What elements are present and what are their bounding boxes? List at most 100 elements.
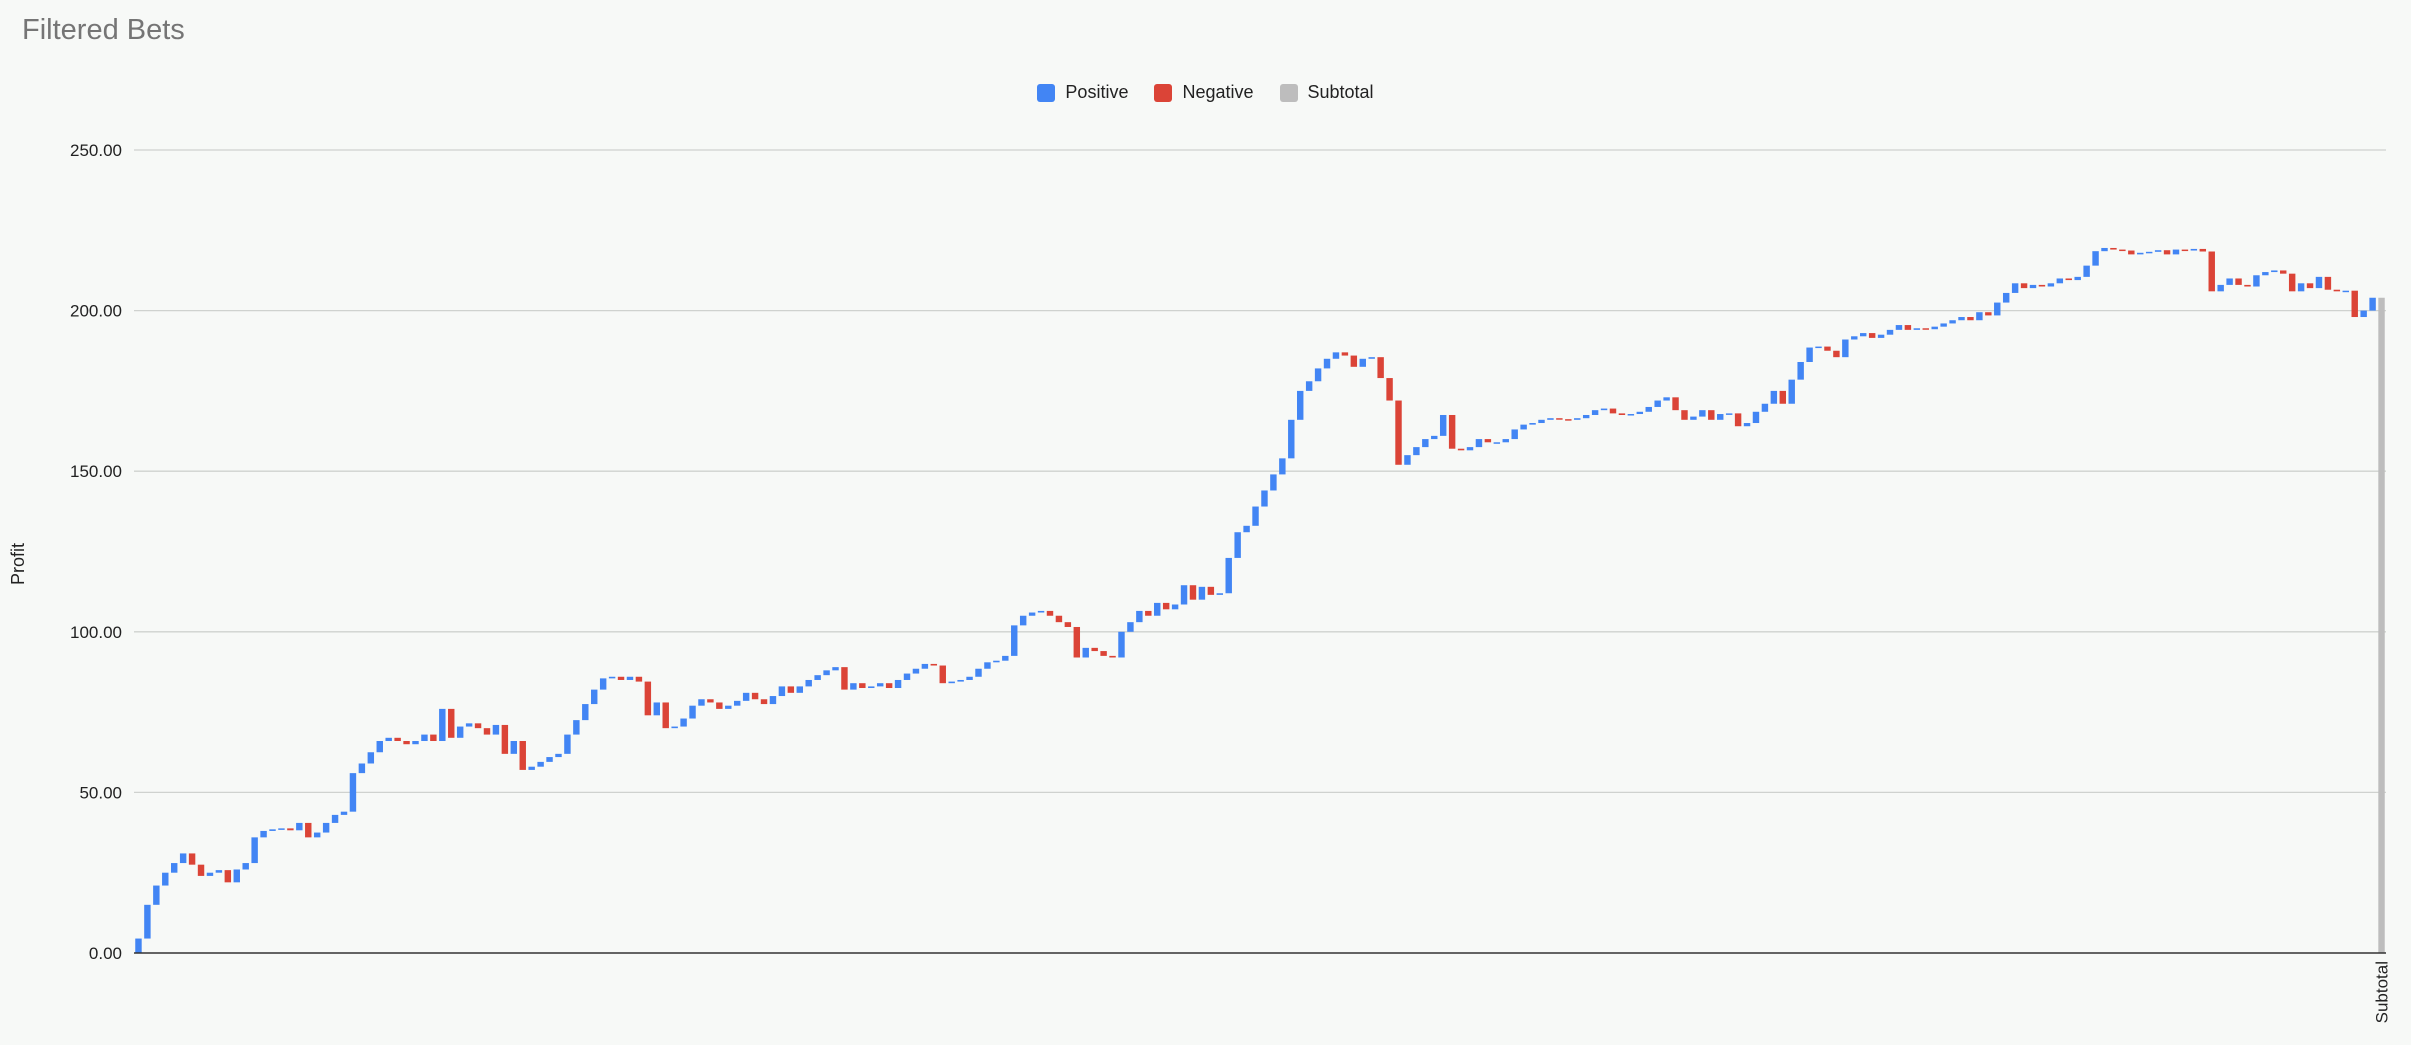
legend-swatch-positive bbox=[1037, 83, 1056, 102]
waterfall-bar bbox=[1690, 416, 1697, 420]
waterfall-bar bbox=[170, 863, 178, 873]
waterfall-bar bbox=[1886, 329, 1894, 335]
waterfall-bar bbox=[2208, 251, 2215, 292]
waterfall-bar bbox=[1359, 358, 1366, 367]
waterfall-bar bbox=[188, 853, 196, 865]
waterfall-bar bbox=[787, 686, 795, 693]
waterfall-bar bbox=[2083, 265, 2090, 277]
waterfall-bar bbox=[1002, 655, 1009, 661]
waterfall-bar bbox=[635, 676, 643, 682]
waterfall-bar bbox=[2163, 250, 2171, 255]
waterfall-bar bbox=[1913, 328, 1921, 330]
waterfall-bar bbox=[1877, 334, 1885, 338]
waterfall-bar bbox=[2235, 278, 2242, 285]
waterfall-bar bbox=[564, 734, 571, 754]
waterfall-bar bbox=[742, 692, 750, 701]
waterfall-bar bbox=[224, 870, 232, 883]
waterfall-bar bbox=[805, 679, 812, 687]
waterfall-bar bbox=[591, 689, 598, 705]
legend-label-negative: Negative bbox=[1182, 82, 1254, 102]
waterfall-bar bbox=[1154, 602, 1161, 616]
waterfall-bar bbox=[644, 681, 652, 716]
waterfall-bar bbox=[2244, 284, 2251, 287]
waterfall-bar bbox=[1797, 361, 1804, 380]
waterfall-bar bbox=[1064, 622, 1072, 627]
waterfall-bar bbox=[859, 683, 866, 689]
waterfall-bar bbox=[725, 705, 732, 709]
waterfall-bar bbox=[528, 766, 535, 770]
waterfall-bar bbox=[1261, 490, 1268, 507]
waterfall-bar bbox=[1270, 474, 1277, 491]
waterfall-bar bbox=[1431, 435, 1438, 440]
legend-swatch-subtotal bbox=[1279, 83, 1298, 102]
waterfall-bar bbox=[358, 763, 366, 774]
waterfall-bar bbox=[1377, 357, 1384, 379]
waterfall-bar bbox=[439, 708, 446, 742]
legend-label-positive: Positive bbox=[1065, 82, 1129, 102]
waterfall-bar bbox=[1350, 355, 1358, 367]
waterfall-bar bbox=[2002, 292, 2010, 303]
waterfall-bar bbox=[1752, 411, 1760, 424]
waterfall-bar bbox=[2369, 297, 2376, 311]
waterfall-bar bbox=[1779, 390, 1787, 404]
waterfall-bar bbox=[1171, 604, 1179, 610]
waterfall-bar bbox=[2011, 283, 2019, 293]
waterfall-bar bbox=[153, 885, 160, 905]
waterfall-bar bbox=[1189, 585, 1197, 600]
waterfall-bar bbox=[689, 705, 696, 719]
legend-item-subtotal[interactable]: Subtotal bbox=[1279, 82, 1374, 103]
waterfall-bar bbox=[1493, 442, 1501, 444]
waterfall-bar bbox=[1162, 602, 1170, 610]
waterfall-bar bbox=[1243, 525, 1250, 533]
waterfall-bar bbox=[1073, 626, 1081, 658]
waterfall-bar bbox=[1824, 346, 1831, 351]
waterfall-bar bbox=[1216, 593, 1224, 595]
waterfall-bar bbox=[1011, 625, 1018, 656]
waterfall-bar bbox=[2038, 284, 2046, 287]
waterfall-bar bbox=[617, 676, 625, 680]
waterfall-bar bbox=[349, 773, 357, 812]
waterfall-bar bbox=[430, 734, 437, 742]
waterfall-bar bbox=[1145, 610, 1152, 616]
waterfall-bar bbox=[2172, 249, 2180, 255]
waterfall-bar bbox=[1404, 455, 1411, 465]
waterfall-bar bbox=[546, 757, 553, 762]
waterfall-bar bbox=[412, 741, 419, 745]
waterfall-bar bbox=[733, 700, 741, 706]
waterfall-bar bbox=[2056, 278, 2064, 284]
waterfall-bar bbox=[1949, 320, 1956, 324]
waterfall-bar bbox=[1288, 419, 1295, 459]
waterfall-bar bbox=[1681, 410, 1688, 420]
waterfall-bar bbox=[1895, 325, 1903, 330]
waterfall-bar bbox=[608, 676, 616, 679]
waterfall-bar bbox=[1565, 419, 1572, 421]
waterfall-bar bbox=[2065, 278, 2072, 281]
waterfall-bar bbox=[671, 726, 678, 729]
waterfall-bar bbox=[465, 723, 473, 727]
waterfall-bar bbox=[233, 869, 240, 883]
waterfall-bar bbox=[1118, 631, 1125, 658]
waterfall-bar bbox=[2351, 290, 2358, 318]
legend-item-negative[interactable]: Negative bbox=[1154, 82, 1254, 103]
legend-item-positive[interactable]: Positive bbox=[1037, 82, 1128, 103]
waterfall-bar bbox=[537, 761, 544, 767]
waterfall-bar bbox=[1028, 612, 1036, 616]
waterfall-bar bbox=[305, 822, 312, 838]
waterfall-bar bbox=[1591, 410, 1599, 415]
waterfall-bar bbox=[1484, 439, 1492, 443]
waterfall-bar bbox=[1100, 651, 1107, 656]
waterfall-bar bbox=[1717, 414, 1724, 420]
waterfall-bar bbox=[1708, 410, 1715, 420]
waterfall-bar bbox=[492, 724, 500, 735]
waterfall-bar bbox=[868, 686, 875, 689]
waterfall-bar bbox=[331, 814, 339, 823]
waterfall-bar bbox=[1413, 447, 1420, 456]
waterfall-bar bbox=[385, 737, 392, 742]
waterfall-bar bbox=[1976, 312, 1983, 321]
waterfall-bar bbox=[456, 726, 464, 738]
legend: Positive Negative Subtotal bbox=[0, 82, 2411, 103]
waterfall-bar bbox=[1127, 622, 1134, 632]
y-tick-label: 150.00 bbox=[70, 462, 122, 481]
waterfall-bar bbox=[823, 670, 830, 676]
waterfall-bar bbox=[626, 676, 634, 680]
